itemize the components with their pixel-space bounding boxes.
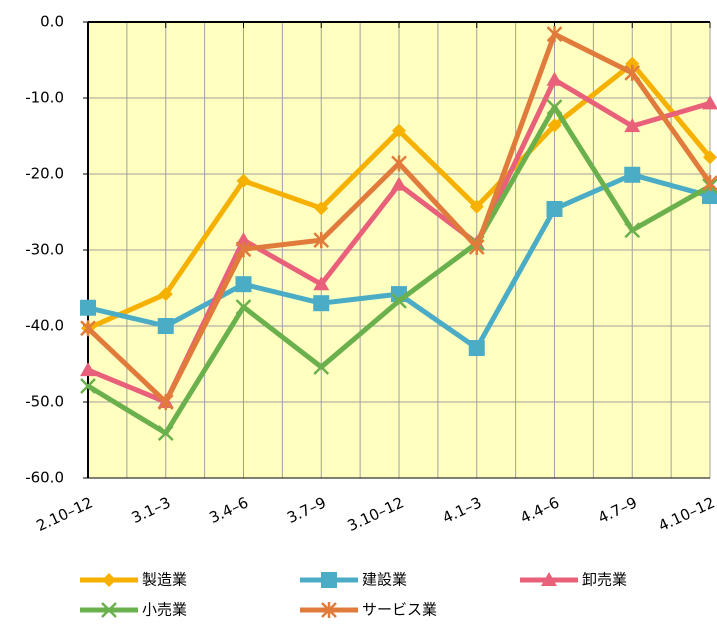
marker — [157, 394, 174, 410]
x-tick-label: 3.4–6 — [206, 493, 251, 527]
marker — [702, 95, 717, 110]
x-tick-label: 3.10–12 — [345, 493, 407, 535]
marker — [313, 359, 330, 375]
marker — [321, 602, 337, 618]
x-tick-label: 4.1–3 — [440, 493, 485, 527]
legend-label: サービス業 — [362, 601, 437, 619]
x-tick-label: 4.10–12 — [656, 493, 717, 535]
x-tick-label: 4.7–9 — [595, 493, 640, 527]
marker — [158, 287, 173, 302]
legend-item: 小売業 — [80, 601, 187, 619]
marker — [702, 175, 717, 192]
marker — [313, 295, 330, 312]
x-tick-label: 3.1–3 — [129, 493, 174, 527]
legend-label: 建設業 — [362, 571, 407, 589]
y-tick-label: -50.0 — [25, 393, 64, 411]
marker — [321, 572, 337, 588]
marker — [102, 573, 116, 587]
marker — [157, 318, 174, 334]
legend-item: 建設業 — [300, 571, 407, 589]
legend-item: 製造業 — [80, 571, 187, 589]
legend-label: 製造業 — [142, 571, 187, 589]
x-tick-label: 2.10–12 — [34, 493, 96, 535]
marker — [235, 241, 252, 258]
marker — [236, 173, 251, 188]
marker — [391, 155, 407, 172]
legend-label: 卸売業 — [582, 571, 627, 589]
marker — [468, 238, 485, 255]
marker — [235, 299, 252, 315]
marker — [469, 199, 484, 214]
marker — [80, 378, 96, 394]
marker — [624, 166, 641, 183]
marker — [313, 232, 330, 249]
x-tick-label: 4.4–6 — [517, 493, 562, 527]
marker — [235, 232, 252, 247]
marker — [547, 118, 562, 133]
y-tick-label: -60.0 — [25, 469, 64, 487]
marker — [546, 71, 563, 86]
legend-label: 小売業 — [142, 601, 187, 619]
marker — [80, 299, 96, 316]
legend-item: サービス業 — [300, 601, 437, 619]
marker — [80, 362, 96, 377]
marker — [101, 602, 117, 618]
marker — [314, 201, 329, 216]
y-tick-label: -40.0 — [25, 317, 64, 335]
marker — [541, 572, 557, 586]
marker — [546, 200, 563, 217]
y-tick-label: -10.0 — [25, 89, 64, 107]
marker — [391, 176, 407, 191]
marker — [624, 64, 641, 81]
y-tick-label: 0.0 — [40, 13, 64, 31]
y-tick-label: -30.0 — [25, 241, 64, 259]
marker — [703, 150, 717, 165]
x-tick-label: 3.7–9 — [284, 493, 329, 527]
marker — [313, 276, 330, 291]
y-tick-label: -20.0 — [25, 165, 64, 183]
marker — [392, 123, 406, 138]
marker — [624, 118, 641, 133]
marker — [468, 340, 485, 357]
marker — [624, 222, 641, 239]
marker — [546, 26, 563, 43]
marker — [235, 276, 252, 293]
marker — [157, 425, 174, 442]
legend-item: 卸売業 — [520, 571, 627, 589]
marker — [625, 56, 640, 71]
marker — [391, 293, 407, 309]
marker — [546, 99, 563, 116]
marker — [80, 320, 96, 337]
